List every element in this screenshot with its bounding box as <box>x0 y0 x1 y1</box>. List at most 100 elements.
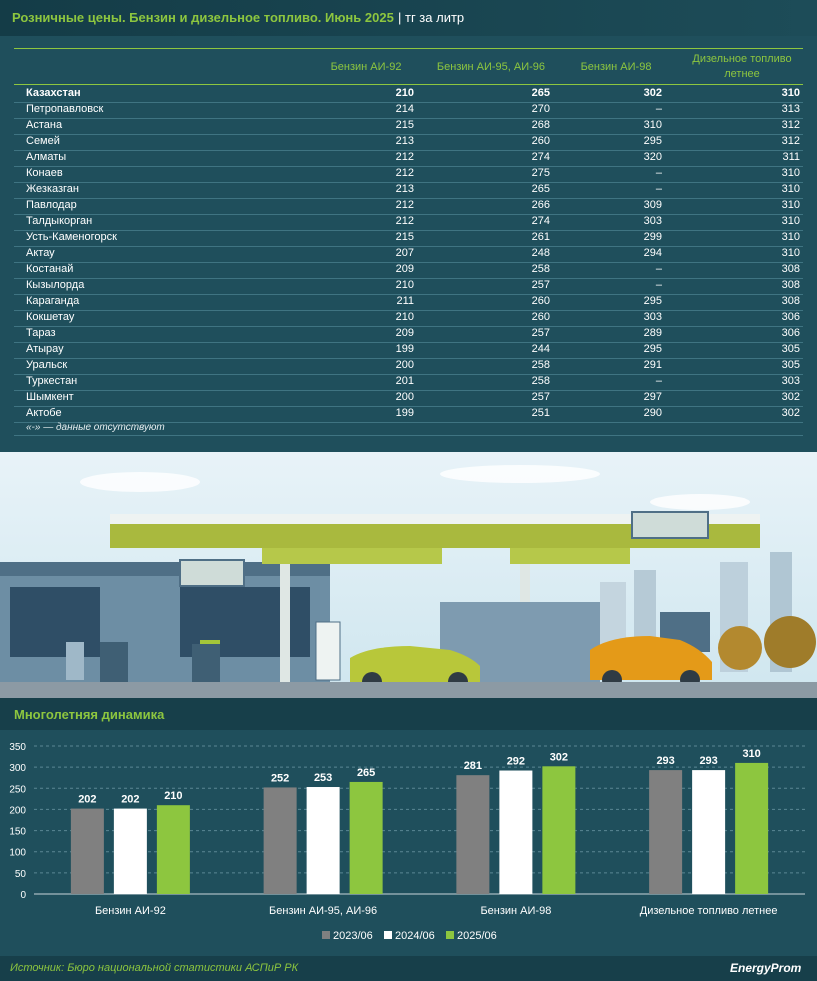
legend-swatch <box>446 931 454 939</box>
price-cell: 265 <box>531 87 550 99</box>
price-cell: 310 <box>781 87 800 99</box>
price-cell: 257 <box>531 391 550 403</box>
price-cell: 310 <box>781 231 800 243</box>
city-name: Павлодар <box>26 199 77 211</box>
table-row: Тараз 209 257 289 306 <box>14 326 803 343</box>
bar <box>70 808 104 894</box>
price-cell: 302 <box>643 87 662 99</box>
price-cell: 212 <box>395 167 414 179</box>
price-cell: 310 <box>781 247 800 259</box>
price-cell: 291 <box>643 359 662 371</box>
price-cell: 299 <box>643 231 662 243</box>
price-cell: 312 <box>781 135 800 147</box>
city-name: Туркестан <box>26 375 78 387</box>
table-row: Алматы 212 274 320 311 <box>14 150 803 167</box>
price-cell: 297 <box>643 391 662 403</box>
price-cell: 199 <box>395 407 414 419</box>
table-row: Актау 207 248 294 310 <box>14 246 803 263</box>
bar <box>113 808 147 894</box>
price-cell: 306 <box>781 327 800 339</box>
footer: Источник: Бюро национальной статистики А… <box>0 956 817 981</box>
gas-station-illustration <box>0 452 817 698</box>
price-cell: 302 <box>781 407 800 419</box>
bar <box>542 766 576 894</box>
price-cell: 303 <box>643 215 662 227</box>
title-bar: Розничные цены. Бензин и дизельное топли… <box>0 0 817 36</box>
city-name: Кокшетау <box>26 311 75 323</box>
bar <box>456 775 490 894</box>
price-cell: 200 <box>395 391 414 403</box>
legend-label: 2025/06 <box>457 930 497 942</box>
price-table: Бензин АИ-92 Бензин АИ-95, АИ-96 Бензин … <box>0 36 817 452</box>
price-cell: 265 <box>531 183 550 195</box>
bar <box>649 770 683 894</box>
city-name: Костанай <box>26 263 74 275</box>
price-cell: 310 <box>781 183 800 195</box>
price-cell: 310 <box>781 215 800 227</box>
table-row: Шымкент 200 257 297 302 <box>14 390 803 407</box>
y-tick-label: 150 <box>9 827 26 838</box>
table-row: Актобе 199 251 290 302 <box>14 406 803 423</box>
unit-label: | тг за литр <box>398 10 465 25</box>
price-cell: 248 <box>531 247 550 259</box>
price-cell: 309 <box>643 199 662 211</box>
table-row: Костанай 209 258 – 308 <box>14 262 803 279</box>
city-name: Алматы <box>26 151 67 163</box>
city-name: Актау <box>26 247 55 259</box>
legend-swatch <box>322 931 330 939</box>
price-cell: 257 <box>531 279 550 291</box>
price-cell: 295 <box>643 295 662 307</box>
price-cell: 266 <box>531 199 550 211</box>
price-cell: 200 <box>395 359 414 371</box>
bar <box>306 787 340 894</box>
price-cell: 257 <box>531 327 550 339</box>
bar-chart-svg: 0 50 100 150 200 250 300 350 202 202 210 Бензин АИ-… <box>9 742 805 942</box>
city-name: Семей <box>26 135 60 147</box>
unit-text: тг за литр <box>405 10 465 25</box>
table-top-rule <box>14 48 803 49</box>
table-row: Атырау 199 244 295 305 <box>14 342 803 359</box>
price-cell: – <box>655 279 662 291</box>
x-category-label: Бензин АИ-92 <box>95 905 166 917</box>
table-footnote: «-» — данные отсутствуют <box>26 422 165 433</box>
price-cell: 303 <box>781 375 800 387</box>
price-cell: 260 <box>531 295 550 307</box>
price-cell: 207 <box>395 247 414 259</box>
price-cell: 212 <box>395 151 414 163</box>
y-tick-label: 50 <box>15 869 27 880</box>
price-cell: 268 <box>531 119 550 131</box>
price-cell: 290 <box>643 407 662 419</box>
legend-label: 2024/06 <box>395 930 435 942</box>
bar-value-label: 292 <box>507 756 525 768</box>
x-category-label: Дизельное топливо летнее <box>640 905 778 917</box>
price-cell: 320 <box>643 151 662 163</box>
table-row: Усть-Каменогорск 215 261 299 310 <box>14 230 803 247</box>
table-row: Павлодар 212 266 309 310 <box>14 198 803 215</box>
table-row: Казахстан 210 265 302 310 <box>14 86 803 103</box>
table-header-rule <box>14 84 803 85</box>
y-tick-label: 200 <box>9 805 26 816</box>
price-cell: – <box>655 103 662 115</box>
bar <box>735 762 769 894</box>
y-tick-label: 0 <box>20 890 26 901</box>
price-cell: 302 <box>781 391 800 403</box>
bar-value-label: 293 <box>699 755 717 767</box>
source-text: Источник: Бюро национальной статистики А… <box>10 962 299 974</box>
legend-label: 2023/06 <box>333 930 373 942</box>
price-cell: 213 <box>395 183 414 195</box>
col-header-ai98: Бензин АИ-98 <box>580 61 652 73</box>
price-cell: 244 <box>531 343 550 355</box>
table-row: Кызылорда 210 257 – 308 <box>14 278 803 295</box>
price-cell: 258 <box>531 263 550 275</box>
price-cell: 310 <box>781 199 800 211</box>
bar-value-label: 302 <box>550 751 568 763</box>
price-cell: – <box>655 375 662 387</box>
bar-value-label: 253 <box>314 772 332 784</box>
price-cell: 258 <box>531 375 550 387</box>
price-cell: 258 <box>531 359 550 371</box>
price-cell: 310 <box>643 119 662 131</box>
price-cell: 274 <box>531 151 550 163</box>
bar <box>349 781 383 894</box>
bar-value-label: 202 <box>78 794 96 806</box>
price-cell: 212 <box>395 215 414 227</box>
